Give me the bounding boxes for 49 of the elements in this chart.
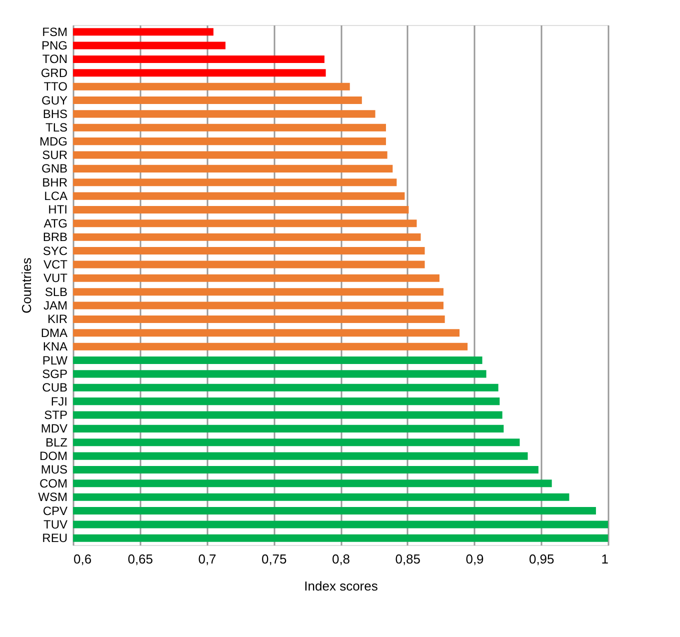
y-tick-label: BLZ — [45, 435, 68, 450]
y-tick-label: LCA — [44, 189, 68, 204]
y-tick-label: CUB — [42, 380, 68, 395]
y-tick-label: SGP — [42, 366, 68, 381]
y-axis-title: Countries — [19, 257, 34, 314]
y-tick-label: BHR — [42, 175, 68, 190]
x-tick-label: 0,85 — [395, 552, 421, 566]
x-tick-label: 0,9 — [466, 552, 484, 566]
y-tick-label: TTO — [44, 80, 68, 94]
x-axis-title: Index scores — [304, 578, 378, 594]
y-tick-label: MUS — [40, 462, 68, 477]
y-tick-label: VCT — [44, 257, 68, 272]
y-tick-label: FSM — [42, 24, 68, 39]
y-tick-label: COM — [40, 476, 68, 490]
y-tick-label: PNG — [41, 38, 68, 53]
y-tick-label: WSM — [38, 490, 68, 504]
y-tick-label: ATG — [44, 216, 68, 230]
y-tick-label: REU — [42, 531, 68, 546]
y-tick-label: TUV — [44, 517, 68, 532]
x-tick-label: 0,7 — [198, 552, 216, 566]
y-tick-label: GUY — [41, 93, 68, 108]
y-tick-label: STP — [44, 408, 68, 422]
y-tick-label: KNA — [42, 340, 68, 354]
y-tick-label: VUT — [44, 271, 68, 286]
y-tick-label: BRB — [42, 230, 68, 244]
y-tick-label: MDG — [40, 134, 68, 148]
x-tick-label: 0,65 — [128, 552, 154, 566]
y-tick-label: MDV — [40, 422, 68, 436]
y-tick-label: SYC — [42, 244, 68, 258]
y-tick-label: SLB — [44, 284, 68, 299]
y-tick-label: FJI — [50, 394, 68, 408]
y-tick-label: KIR — [47, 312, 68, 326]
y-tick-label: TLS — [45, 120, 68, 135]
y-tick-label: BHS — [42, 106, 68, 121]
y-tick-label: JAM — [44, 298, 68, 313]
y-tick-label: SUR — [42, 148, 68, 162]
x-tick-label: 1 — [601, 552, 608, 566]
y-tick-label: GRD — [40, 66, 68, 80]
y-tick-label: CPV — [42, 504, 68, 518]
y-tick-label: TON — [42, 52, 68, 66]
x-tick-label: 0,8 — [332, 552, 350, 566]
x-tick-label: 0,75 — [261, 552, 287, 566]
y-tick-label: HTI — [48, 202, 68, 217]
x-tick-label: 0,95 — [528, 552, 554, 566]
x-tick-label: 0,6 — [74, 552, 92, 566]
y-tick-label: DMA — [40, 326, 68, 340]
y-tick-label: GNB — [41, 162, 68, 176]
y-tick-label: PLW — [42, 353, 68, 368]
y-tick-label: DOM — [40, 449, 68, 464]
